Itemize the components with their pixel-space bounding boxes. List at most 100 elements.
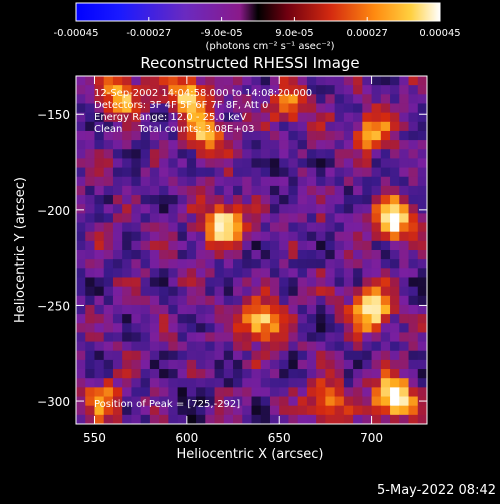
heatmap-cell <box>371 378 382 388</box>
heatmap-cell <box>159 396 169 407</box>
heatmap-cell <box>353 414 363 424</box>
heatmap-cell <box>112 387 123 398</box>
heatmap-cell <box>242 359 253 370</box>
heatmap-cell <box>334 204 345 214</box>
heatmap-cell <box>279 121 290 132</box>
heatmap-cell <box>390 222 400 233</box>
heatmap-cell <box>149 359 160 370</box>
heatmap-cell <box>390 396 400 407</box>
heatmap-cell <box>233 222 243 233</box>
heatmap-cell <box>325 359 336 370</box>
heatmap-cell <box>417 222 427 233</box>
heatmap-cell <box>233 158 243 169</box>
heatmap-cell <box>122 158 133 169</box>
heatmap-cell <box>260 332 271 343</box>
heatmap-cell <box>196 286 206 297</box>
heatmap-cell <box>399 94 410 105</box>
heatmap-cell <box>140 414 151 424</box>
heatmap-cell <box>306 158 317 169</box>
heatmap-cell <box>390 185 400 196</box>
heatmap-cell <box>260 204 271 214</box>
heatmap-cell <box>390 231 400 242</box>
heatmap-cell <box>168 94 179 105</box>
heatmap-cell <box>390 103 400 114</box>
heatmap-cell <box>140 359 151 370</box>
heatmap-cell <box>233 250 243 260</box>
heatmap-cell <box>85 213 96 224</box>
heatmap-cell <box>76 277 86 288</box>
heatmap-cell <box>362 185 373 196</box>
heatmap-cell <box>103 359 114 370</box>
heatmap-cell <box>362 304 373 315</box>
heatmap-cell <box>242 378 253 388</box>
heatmap-cell <box>149 295 160 306</box>
heatmap-cell <box>168 405 179 416</box>
heatmap-cell <box>353 158 363 169</box>
heatmap-cell <box>159 167 169 178</box>
heatmap-cell <box>177 295 188 306</box>
heatmap-cell <box>103 396 114 407</box>
heatmap-cell <box>168 240 179 251</box>
heatmap-cell <box>149 185 160 196</box>
heatmap-cell <box>85 387 96 398</box>
heatmap-cell <box>196 185 206 196</box>
heatmap-cell <box>325 94 336 105</box>
heatmap-cell <box>94 369 105 379</box>
heatmap-cell <box>223 405 234 416</box>
heatmap-cell <box>251 130 262 141</box>
heatmap-cell <box>177 103 188 114</box>
heatmap-cell <box>140 378 151 388</box>
heatmap-cell <box>269 130 280 141</box>
heatmap-cell <box>316 185 326 196</box>
heatmap-cell <box>214 323 225 334</box>
heatmap-cell <box>85 268 96 279</box>
heatmap-cell <box>85 140 96 150</box>
heatmap-cell <box>103 176 114 187</box>
heatmap-cell <box>316 240 326 251</box>
heatmap-cell <box>205 359 216 370</box>
heatmap-cell <box>380 94 391 105</box>
heatmap-cell <box>371 195 382 205</box>
heatmap-cell <box>380 167 391 178</box>
heatmap-cell <box>94 103 105 114</box>
heatmap-cell <box>362 112 373 123</box>
heatmap-cell <box>112 405 123 416</box>
heatmap-cell <box>159 359 169 370</box>
heatmap-cell <box>103 112 114 123</box>
heatmap-cell <box>279 350 290 361</box>
heatmap-cell <box>408 369 419 379</box>
heatmap-cell <box>196 405 206 416</box>
heatmap-cell <box>168 176 179 187</box>
heatmap-cell <box>334 304 345 315</box>
heatmap-cell <box>362 94 373 105</box>
heatmap-cell <box>279 323 290 334</box>
heatmap-cell <box>260 140 271 150</box>
heatmap-cell <box>417 185 427 196</box>
heatmap-cell <box>149 314 160 324</box>
annotation-time-range: 12-Sep-2002 14:04:58.000 to 14:08:20.000 <box>94 88 312 99</box>
heatmap-cell <box>159 149 169 160</box>
annotation-block: 12-Sep-2002 14:04:58.000 to 14:08:20.000… <box>94 88 312 410</box>
heatmap-cell <box>353 314 363 324</box>
heatmap-cell <box>103 167 114 178</box>
heatmap-cell <box>353 396 363 407</box>
heatmap-cell <box>306 259 317 269</box>
heatmap-cell <box>371 295 382 306</box>
heatmap-cell <box>242 76 253 86</box>
heatmap-cell <box>177 359 188 370</box>
heatmap-cell <box>122 277 133 288</box>
heatmap-cell <box>85 167 96 178</box>
heatmap-cell <box>362 76 373 86</box>
heatmap-cell <box>408 359 419 370</box>
heatmap-cell <box>94 341 105 352</box>
heatmap-cell <box>149 396 160 407</box>
heatmap-cell <box>371 140 382 150</box>
heatmap-cell <box>417 167 427 178</box>
heatmap-cell <box>233 204 243 214</box>
heatmap-cell <box>279 195 290 205</box>
heatmap-cell <box>390 323 400 334</box>
heatmap-cell <box>399 130 410 141</box>
heatmap-cell <box>168 350 179 361</box>
heatmap-cell <box>112 304 123 315</box>
heatmap-cell <box>112 396 123 407</box>
